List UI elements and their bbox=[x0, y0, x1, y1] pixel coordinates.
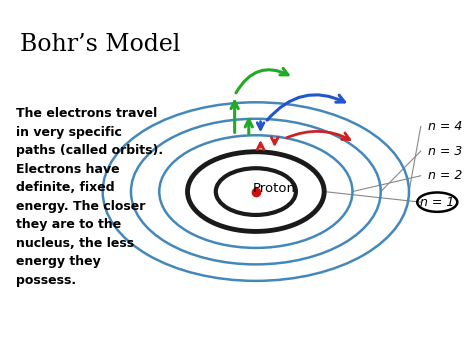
Text: Proton: Proton bbox=[253, 181, 296, 195]
Text: n = 2: n = 2 bbox=[428, 169, 462, 182]
Text: n = 1: n = 1 bbox=[420, 196, 455, 209]
Text: n = 4: n = 4 bbox=[428, 120, 462, 133]
Text: Bohr’s Model: Bohr’s Model bbox=[20, 33, 181, 56]
Text: The electrons travel
in very specific
paths (called orbits).
Electrons have
defi: The electrons travel in very specific pa… bbox=[16, 107, 163, 286]
Text: n = 3: n = 3 bbox=[428, 144, 462, 158]
